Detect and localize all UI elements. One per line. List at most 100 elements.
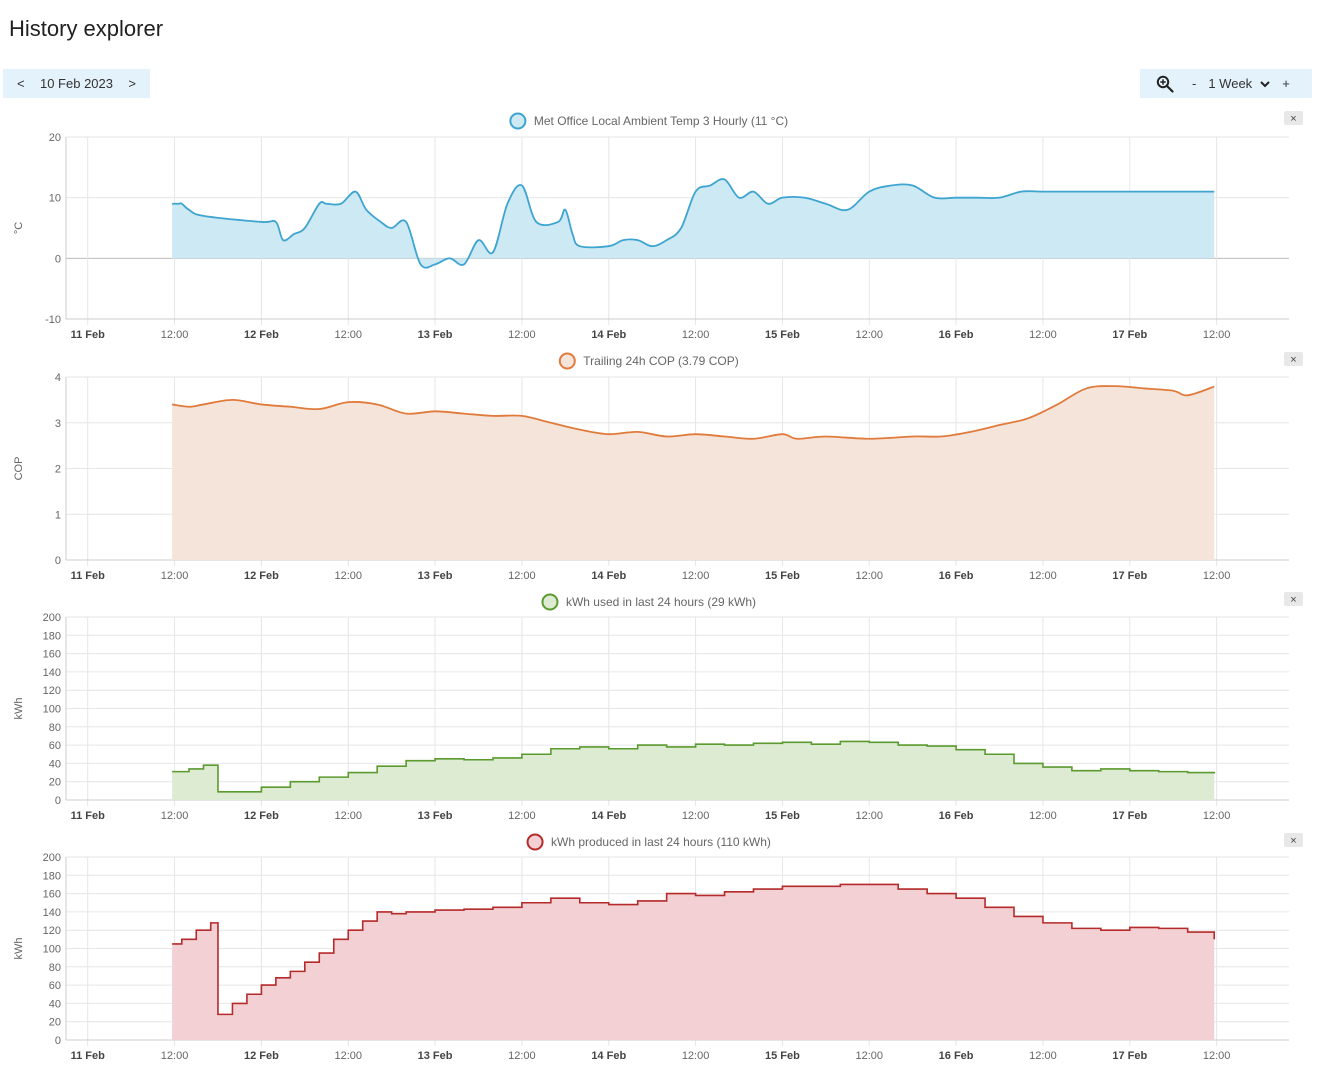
chart-legend[interactable]: kWh produced in last 24 hours (110 kWh) <box>526 833 771 851</box>
x-tick-label: 17 Feb <box>1112 810 1147 822</box>
close-button-bg <box>1284 111 1303 125</box>
x-tick-label: 12 Feb <box>244 1050 279 1062</box>
next-date-button[interactable]: > <box>128 76 136 91</box>
y-tick-label: 10 <box>49 193 61 205</box>
x-tick-label: 12:00 <box>682 810 710 822</box>
x-tick-label: 14 Feb <box>591 810 626 822</box>
y-tick-label: 100 <box>43 944 61 956</box>
x-tick-label: 12:00 <box>1029 810 1057 822</box>
x-tick-label: 13 Feb <box>418 329 453 341</box>
series-area <box>172 179 1215 268</box>
close-icon: × <box>1290 354 1296 366</box>
date-navigator: < 10 Feb 2023 > <box>3 69 150 98</box>
x-tick-label: 12:00 <box>161 329 189 341</box>
x-tick-label: 12:00 <box>682 570 710 582</box>
x-tick-label: 16 Feb <box>939 329 974 341</box>
x-tick-label: 15 Feb <box>765 810 800 822</box>
y-axis-title: COP <box>13 457 25 481</box>
x-tick-label: 11 Feb <box>71 570 106 582</box>
y-tick-label: 200 <box>43 852 61 864</box>
chart-panel-3: 0 20 40 60 80 100 120 140 160 180 200 11 Feb 12:00 12… <box>13 592 1303 822</box>
page-title: History explorer <box>9 16 164 41</box>
close-chart-button[interactable]: × <box>1284 833 1303 847</box>
y-axis-title: °C <box>13 222 25 234</box>
y-tick-label: 100 <box>43 704 61 716</box>
x-tick-label: 12:00 <box>856 1050 884 1062</box>
current-date-label[interactable]: 10 Feb 2023 <box>39 76 113 91</box>
series-line <box>172 740 1216 793</box>
x-tick-label: 12:00 <box>682 329 710 341</box>
x-tick-label: 11 Feb <box>71 1050 106 1062</box>
x-tick-label: 12 Feb <box>244 810 279 822</box>
y-tick-label: 3 <box>55 418 61 430</box>
y-tick-label: 60 <box>49 740 61 752</box>
x-tick-label: 13 Feb <box>418 570 453 582</box>
chart-legend[interactable]: Met Office Local Ambient Temp 3 Hourly (… <box>509 112 788 130</box>
y-tick-label: 140 <box>43 907 61 919</box>
x-tick-label: 15 Feb <box>765 570 800 582</box>
x-tick-label: 12 Feb <box>244 570 279 582</box>
legend-marker <box>541 593 559 611</box>
y-tick-label: 0 <box>55 795 61 807</box>
chart-legend[interactable]: Trailing 24h COP (3.79 COP) <box>558 352 739 370</box>
x-tick-label: 17 Feb <box>1112 1050 1147 1062</box>
x-tick-label: 11 Feb <box>71 329 106 341</box>
x-tick-label: 12:00 <box>334 570 362 582</box>
chart-panel-1: -10 0 10 20 11 Feb 12:00 12 Feb 12:00 13 Feb 12:0… <box>13 111 1303 341</box>
y-tick-label: 40 <box>49 758 61 770</box>
y-tick-label: 4 <box>55 372 61 384</box>
legend-label: kWh produced in last 24 hours (110 kWh) <box>551 835 771 849</box>
y-tick-label: 120 <box>43 925 61 937</box>
x-tick-label: 12:00 <box>1029 1050 1057 1062</box>
close-chart-button[interactable]: × <box>1284 352 1303 366</box>
x-tick-label: 12:00 <box>856 810 884 822</box>
x-tick-label: 12:00 <box>334 1050 362 1062</box>
x-tick-label: 12:00 <box>508 570 536 582</box>
chevron-down-icon[interactable] <box>1258 77 1272 91</box>
x-tick-label: 13 Feb <box>418 1050 453 1062</box>
chart-legend[interactable]: kWh used in last 24 hours (29 kWh) <box>541 593 756 611</box>
close-icon: × <box>1290 835 1296 847</box>
x-tick-label: 14 Feb <box>591 329 626 341</box>
x-tick-label: 17 Feb <box>1112 329 1147 341</box>
zoom-controls: - 1 Week + <box>1140 69 1312 98</box>
x-tick-label: 11 Feb <box>71 810 106 822</box>
close-icon: × <box>1290 594 1296 606</box>
close-chart-button[interactable]: × <box>1284 111 1303 125</box>
x-tick-label: 12:00 <box>1029 329 1057 341</box>
y-tick-label: 0 <box>55 555 61 567</box>
legend-marker <box>558 352 576 370</box>
y-tick-label: 80 <box>49 962 61 974</box>
zoom-in-icon[interactable] <box>1154 73 1176 95</box>
x-tick-label: 15 Feb <box>765 1050 800 1062</box>
x-tick-label: 12:00 <box>161 570 189 582</box>
range-select[interactable]: 1 Week <box>1208 76 1253 91</box>
zoom-in-button[interactable]: + <box>1282 76 1290 91</box>
series-area <box>172 884 1215 1040</box>
y-tick-label: 0 <box>55 1035 61 1047</box>
close-chart-button[interactable]: × <box>1284 592 1303 606</box>
prev-date-button[interactable]: < <box>17 76 25 91</box>
close-button-bg <box>1284 592 1303 606</box>
zoom-out-button[interactable]: - <box>1192 76 1197 91</box>
x-tick-label: 17 Feb <box>1112 570 1147 582</box>
y-tick-label: 200 <box>43 612 61 624</box>
x-tick-label: 16 Feb <box>939 570 974 582</box>
y-tick-label: 120 <box>43 685 61 697</box>
x-tick-label: 12:00 <box>856 570 884 582</box>
close-button-bg <box>1284 352 1303 366</box>
y-axis-title: kWh <box>13 938 25 960</box>
x-tick-label: 12:00 <box>1203 570 1231 582</box>
y-tick-label: 0 <box>55 253 61 265</box>
x-tick-label: 12:00 <box>1203 329 1231 341</box>
x-tick-label: 15 Feb <box>765 329 800 341</box>
y-tick-label: 1 <box>55 509 61 521</box>
y-axis-title: kWh <box>13 698 25 720</box>
y-tick-label: 160 <box>43 649 61 661</box>
close-icon: × <box>1290 113 1296 125</box>
series-line <box>172 178 1215 269</box>
x-tick-label: 12:00 <box>161 810 189 822</box>
y-tick-label: 60 <box>49 980 61 992</box>
legend-label: Met Office Local Ambient Temp 3 Hourly (… <box>534 114 788 128</box>
